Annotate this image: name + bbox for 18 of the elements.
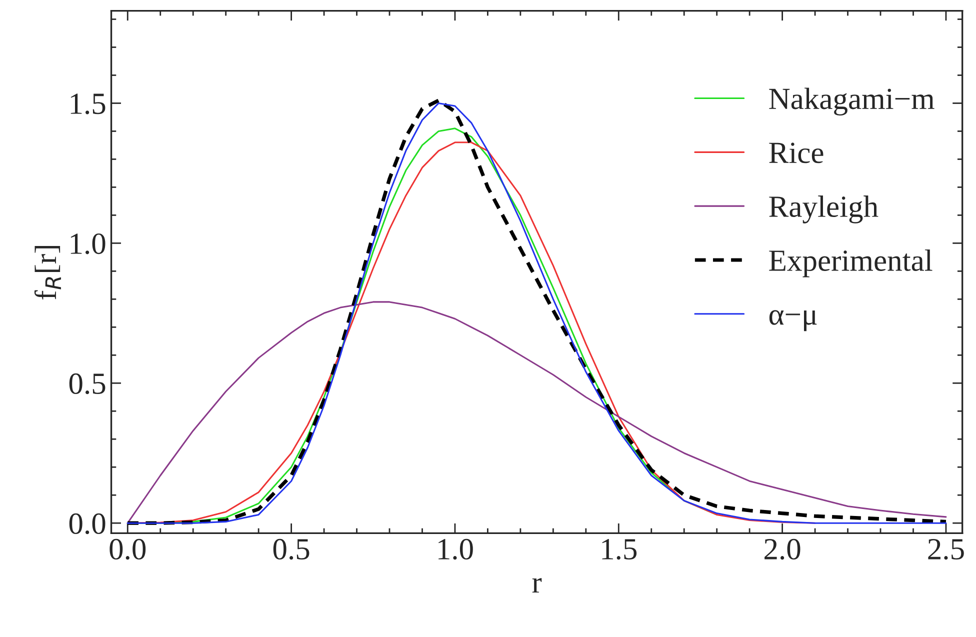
y-tick-label: 0.0 xyxy=(69,513,106,534)
legend-label: α−μ xyxy=(769,310,817,332)
x-tick-label: 2.0 xyxy=(764,538,800,560)
x-axis-title: r xyxy=(532,578,542,592)
legend-label: Rice xyxy=(769,142,824,164)
x-tick-label: 0.5 xyxy=(273,538,310,560)
y-axis-title: f$_{R}$[r] xyxy=(34,246,61,300)
x-tick-label: 0.0 xyxy=(110,538,146,560)
y-tick-label: 1.5 xyxy=(70,94,106,114)
legend-label: Nakagami−m xyxy=(769,88,934,116)
x-tick-label: 2.5 xyxy=(928,539,964,560)
legend-label: Rayleigh xyxy=(769,196,878,224)
legend-label: Experimental xyxy=(769,249,932,278)
line-series xyxy=(126,301,947,524)
x-tick-label: 1.5 xyxy=(602,539,637,560)
y-tick-label: 1.0 xyxy=(70,233,106,254)
x-tick-label: 1.0 xyxy=(438,538,473,560)
y-tick-label: 0.5 xyxy=(69,373,106,394)
